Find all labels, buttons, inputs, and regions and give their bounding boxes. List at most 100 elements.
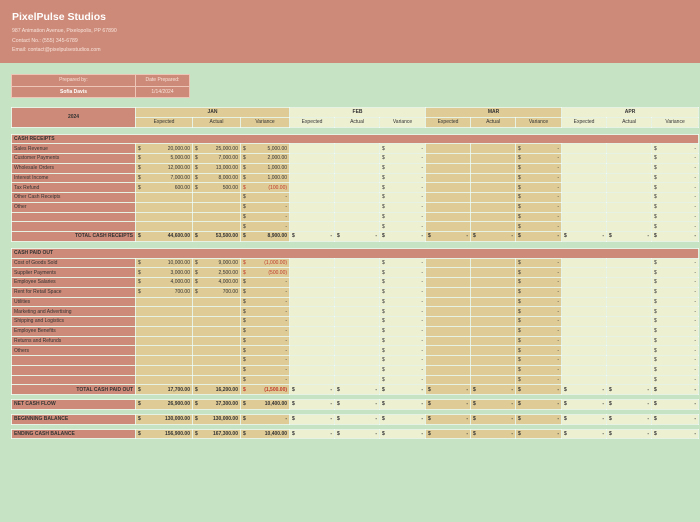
- cell-mar-actual[interactable]: [470, 182, 517, 193]
- cell-feb-actual[interactable]: [334, 201, 381, 213]
- cell-feb-variance[interactable]: $ -: [379, 296, 427, 308]
- cell-apr-actual[interactable]: [606, 345, 653, 356]
- cell-jan-expected[interactable]: [135, 355, 193, 366]
- cell-mar-actual[interactable]: [470, 345, 517, 356]
- cell-apr-actual[interactable]: [606, 257, 653, 269]
- cell-mar-expected[interactable]: $ -: [425, 399, 472, 410]
- cell-feb-expected[interactable]: [289, 286, 336, 298]
- cell-apr-variance[interactable]: $ -: [651, 231, 700, 242]
- cell-feb-actual[interactable]: [334, 211, 381, 223]
- cell-jan-expected[interactable]: $700.00: [135, 286, 193, 298]
- cell-jan-actual[interactable]: $9,000.00: [192, 257, 241, 269]
- cell-jan-variance[interactable]: $ -: [239, 316, 291, 327]
- cell-mar-variance[interactable]: $ -: [515, 153, 563, 164]
- cell-jan-actual[interactable]: [192, 192, 241, 203]
- cell-jan-actual[interactable]: $25,000.00: [192, 143, 241, 154]
- cell-apr-variance[interactable]: $ -: [651, 182, 700, 193]
- cell-mar-variance[interactable]: $ -: [515, 267, 563, 278]
- cell-apr-expected[interactable]: [561, 221, 608, 232]
- cell-jan-variance[interactable]: $ -: [239, 221, 291, 232]
- cell-mar-variance[interactable]: $ -: [515, 355, 563, 366]
- cell-feb-variance[interactable]: $ -: [379, 162, 427, 174]
- cell-apr-variance[interactable]: $ -: [651, 257, 700, 269]
- cell-mar-expected[interactable]: [425, 182, 472, 193]
- cell-jan-actual[interactable]: $7,000.00: [192, 153, 241, 164]
- cell-apr-expected[interactable]: [561, 374, 608, 386]
- cell-feb-expected[interactable]: [289, 221, 336, 232]
- cell-jan-variance[interactable]: $ -: [239, 364, 291, 376]
- cell-feb-actual[interactable]: [334, 316, 381, 327]
- cell-mar-variance[interactable]: $ -: [515, 296, 563, 308]
- cell-feb-variance[interactable]: $ -: [379, 267, 427, 278]
- cell-jan-expected[interactable]: [135, 201, 193, 213]
- cell-mar-expected[interactable]: [425, 201, 472, 213]
- cell-jan-actual[interactable]: [192, 221, 241, 232]
- cell-mar-actual[interactable]: $ -: [470, 384, 517, 395]
- cell-feb-actual[interactable]: [334, 267, 381, 278]
- cell-apr-variance[interactable]: $ -: [651, 364, 700, 376]
- cell-mar-expected[interactable]: $ -: [425, 428, 472, 440]
- cell-apr-variance[interactable]: $ -: [651, 345, 700, 356]
- cell-jan-actual[interactable]: [192, 306, 241, 317]
- cell-apr-variance[interactable]: $ -: [651, 162, 700, 174]
- cell-feb-variance[interactable]: $ -: [379, 325, 427, 337]
- cell-jan-variance[interactable]: $ -: [239, 413, 291, 425]
- cell-mar-expected[interactable]: [425, 143, 472, 154]
- cell-jan-variance[interactable]: $ (500.00): [239, 267, 291, 278]
- cell-feb-variance[interactable]: $ -: [379, 277, 427, 288]
- cell-mar-variance[interactable]: $ -: [515, 306, 563, 317]
- cell-mar-actual[interactable]: [470, 192, 517, 203]
- cell-jan-variance[interactable]: $5,000.00: [239, 143, 291, 154]
- cell-jan-actual[interactable]: [192, 355, 241, 366]
- cell-apr-expected[interactable]: [561, 172, 608, 184]
- cell-jan-actual[interactable]: [192, 316, 241, 327]
- cell-feb-actual[interactable]: [334, 374, 381, 386]
- cell-apr-expected[interactable]: [561, 162, 608, 174]
- cell-jan-variance[interactable]: $ -: [239, 296, 291, 308]
- cell-apr-actual[interactable]: [606, 211, 653, 223]
- cell-mar-actual[interactable]: [470, 364, 517, 376]
- cell-feb-variance[interactable]: $ -: [379, 374, 427, 386]
- cell-apr-expected[interactable]: [561, 182, 608, 193]
- cell-apr-variance[interactable]: $ -: [651, 325, 700, 337]
- cell-apr-variance[interactable]: $ -: [651, 267, 700, 278]
- cell-jan-variance[interactable]: $ -: [239, 286, 291, 298]
- cell-feb-actual[interactable]: [334, 355, 381, 366]
- cell-jan-expected[interactable]: [135, 221, 193, 232]
- cell-mar-variance[interactable]: $ -: [515, 384, 563, 395]
- cell-feb-expected[interactable]: [289, 192, 336, 203]
- cell-apr-expected[interactable]: [561, 267, 608, 278]
- cell-mar-variance[interactable]: $ -: [515, 257, 563, 269]
- cell-mar-expected[interactable]: [425, 172, 472, 184]
- cell-jan-expected[interactable]: [135, 192, 193, 203]
- cell-mar-expected[interactable]: [425, 211, 472, 223]
- cell-feb-expected[interactable]: [289, 172, 336, 184]
- cell-mar-expected[interactable]: [425, 257, 472, 269]
- cell-feb-actual[interactable]: [334, 182, 381, 193]
- cell-mar-variance[interactable]: $ -: [515, 231, 563, 242]
- cell-mar-expected[interactable]: [425, 192, 472, 203]
- cell-feb-variance[interactable]: $ -: [379, 413, 427, 425]
- cell-jan-actual[interactable]: $500.00: [192, 182, 241, 193]
- cell-jan-actual[interactable]: [192, 296, 241, 308]
- cell-mar-actual[interactable]: [470, 211, 517, 223]
- cell-feb-actual[interactable]: [334, 286, 381, 298]
- cell-apr-expected[interactable]: [561, 355, 608, 366]
- cell-mar-variance[interactable]: $ -: [515, 345, 563, 356]
- cell-jan-variance[interactable]: $ -: [239, 335, 291, 347]
- cell-apr-expected[interactable]: [561, 153, 608, 164]
- cell-feb-expected[interactable]: [289, 267, 336, 278]
- cell-feb-expected[interactable]: [289, 143, 336, 154]
- cell-apr-actual[interactable]: [606, 355, 653, 366]
- cell-mar-expected[interactable]: $ -: [425, 231, 472, 242]
- cell-jan-expected[interactable]: [135, 345, 193, 356]
- cell-mar-actual[interactable]: [470, 316, 517, 327]
- cell-feb-variance[interactable]: $ -: [379, 153, 427, 164]
- cell-mar-actual[interactable]: [470, 153, 517, 164]
- cell-apr-actual[interactable]: $ -: [606, 231, 653, 242]
- cell-jan-expected[interactable]: $12,000.00: [135, 162, 193, 174]
- cell-jan-actual[interactable]: $8,000.00: [192, 172, 241, 184]
- cell-jan-expected[interactable]: $156,900.00: [135, 428, 193, 440]
- cell-feb-actual[interactable]: [334, 306, 381, 317]
- cell-mar-actual[interactable]: $ -: [470, 428, 517, 440]
